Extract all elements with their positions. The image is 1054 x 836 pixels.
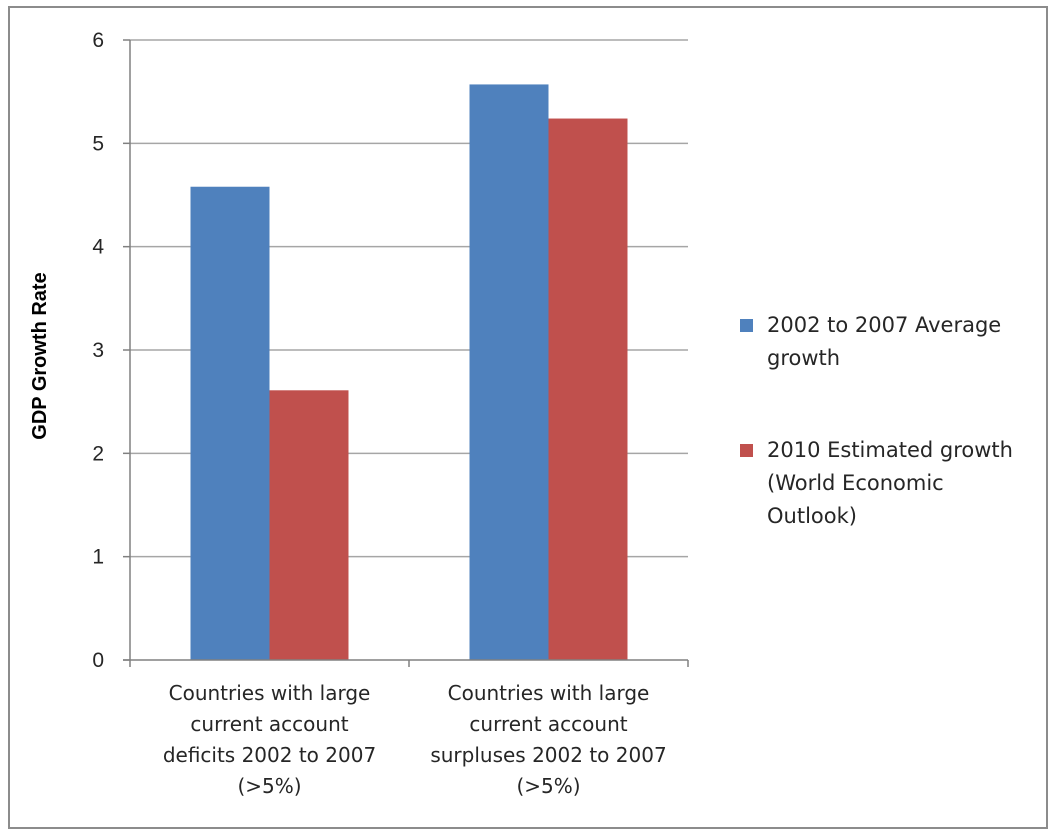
bar-2-category-2 [548, 118, 628, 661]
bar-2-category-1 [269, 390, 349, 660]
legend-swatch-1 [740, 319, 753, 332]
x-category-label: Countries with large [169, 681, 371, 705]
legend-label-1: 2002 to 2007 Average [767, 313, 1001, 337]
legend-label-1: growth [767, 346, 840, 370]
x-category-label: deficits 2002 to 2007 [163, 743, 376, 767]
legend-label-2: 2010 Estimated growth [767, 438, 1013, 462]
x-category-label: (>5%) [516, 774, 580, 798]
legend-label-2: (World Economic [767, 471, 944, 495]
y-axis-label: GDP Growth Rate [29, 272, 51, 439]
y-tick-label: 6 [92, 29, 104, 52]
y-tick-label: 1 [92, 546, 104, 569]
x-category-label: current account [190, 712, 348, 736]
y-tick-label: 3 [92, 339, 104, 362]
y-tick-label: 5 [92, 132, 104, 155]
labels: 0 1 2 3 4 5 6 Countries with large current accou… [29, 29, 667, 798]
legend: 2002 to 2007 Average growth 2010 Estimated… [740, 313, 1013, 528]
legend-swatch-2 [740, 444, 753, 457]
bars [190, 84, 628, 661]
y-tick-label: 2 [92, 442, 104, 465]
x-category-label: current account [469, 712, 627, 736]
axes [123, 39, 689, 667]
bar-1-category-1 [190, 186, 270, 660]
x-category-label: surpluses 2002 to 2007 [430, 743, 666, 767]
y-tick-label: 0 [92, 649, 104, 672]
x-category-label: (>5%) [237, 774, 301, 798]
bar-1-category-2 [469, 84, 549, 660]
y-tick-label: 4 [92, 236, 104, 259]
legend-label-2: Outlook) [767, 504, 857, 528]
x-category-label: Countries with large [448, 681, 650, 705]
